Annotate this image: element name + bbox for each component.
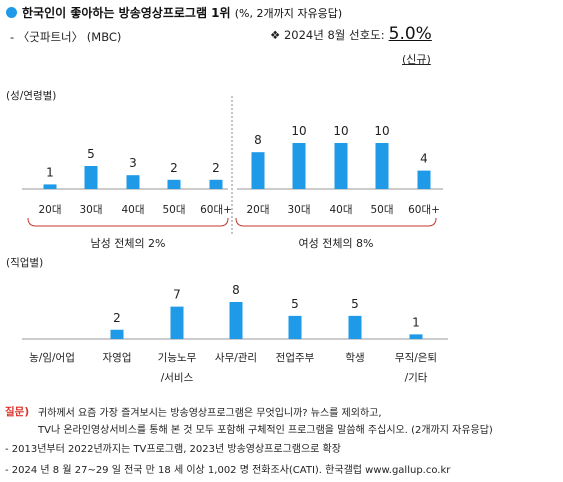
male-bar-4 — [167, 179, 181, 189]
occupation-bar-3 — [170, 306, 184, 339]
occupation-bar-2 — [110, 329, 124, 339]
male-group-label: 남성 전체의 2% — [90, 237, 165, 250]
female-value-label-5: 4 — [420, 152, 428, 166]
female-value-label-3: 10 — [333, 124, 348, 138]
male-bar-3 — [126, 175, 140, 189]
male-bar-2 — [84, 166, 98, 189]
male-value-label-3: 3 — [129, 156, 137, 170]
occupation-label-7-line1: 무직/은퇴 — [395, 352, 437, 364]
question-text-line2: TV나 온라인영상서비스를 통해 본 것 모두 포함해 구체적인 프로그램을 말… — [38, 425, 493, 436]
female-bar-5 — [417, 170, 431, 189]
subtitle: - 〈굿파트너〉 (MBC) — [10, 30, 122, 44]
male-value-label-1: 1 — [46, 165, 54, 179]
female-group-label: 여성 전체의 8% — [298, 237, 373, 250]
gender-age-axis-label: (성/연령별) — [6, 90, 57, 102]
page-title: 한국인이 좋아하는 방송영상프로그램 1위 (%, 2개까지 자유응답) — [22, 6, 343, 20]
male-bar-1 — [43, 184, 57, 189]
female-bar-1 — [251, 152, 265, 189]
occupation-value-label-2: 2 — [113, 311, 121, 325]
occupation-label-6: 학생 — [345, 352, 364, 364]
footnote-survey: - 2024 년 8 월 27~29 일 전국 만 18 세 이상 1,002 … — [5, 465, 451, 476]
male-bar-5 — [209, 179, 223, 189]
occupation-label-3-line2: /서비스 — [161, 372, 194, 384]
title-note: (%, 2개까지 자유응답) — [234, 7, 343, 20]
male-group-bracket — [27, 217, 229, 227]
female-value-label-1: 8 — [254, 133, 262, 147]
female-bar-3 — [334, 143, 348, 189]
occupation-bar-5 — [288, 315, 302, 339]
footnote-scope: - 2013년부터 2022년까지는 TV프로그램, 2023년 방송영상프로그… — [5, 444, 341, 455]
occupation-value-label-4: 8 — [232, 283, 240, 297]
female-age-label-2: 30대 — [287, 204, 310, 216]
female-age-label-1: 20대 — [246, 204, 269, 216]
question-text-line1: 귀하께서 요즘 가장 즐겨보시는 방송영상프로그램은 무엇입니까? 뉴스를 제외… — [38, 408, 382, 419]
female-age-label-3: 40대 — [329, 204, 352, 216]
chart-area: 1 20대 5 30대 3 40대 2 50대 2 60대+ 남성 전체의 2% 8 20대 10 30대 1… — [22, 96, 448, 384]
occupation-value-label-7: 1 — [412, 315, 420, 329]
preference-value: 5.0% — [388, 24, 432, 44]
female-age-label-4: 50대 — [370, 204, 393, 216]
occupation-bar-4 — [229, 302, 243, 339]
occupation-value-label-5: 5 — [291, 297, 299, 311]
title-bullet-icon — [6, 7, 17, 18]
male-age-label-2: 30대 — [79, 204, 102, 216]
occupation-label-2: 자영업 — [103, 351, 132, 364]
female-age-label-5: 60대+ — [408, 204, 440, 216]
male-value-label-4: 2 — [170, 161, 178, 175]
occupation-label-5: 전업주부 — [276, 351, 315, 364]
preference-line: ❖ 2024년 8월 선호도: 5.0% — [270, 24, 432, 44]
occupation-label-7-line2: /기타 — [405, 372, 428, 384]
occupation-value-label-3: 7 — [173, 288, 181, 302]
preference-label: ❖ 2024년 8월 선호도: — [270, 28, 385, 42]
occupation-bar-6 — [348, 315, 362, 339]
male-value-label-2: 5 — [87, 147, 95, 161]
occupation-bar-7 — [409, 334, 423, 339]
female-bar-4 — [375, 143, 389, 189]
female-group-bracket — [235, 217, 437, 227]
male-age-label-1: 20대 — [38, 204, 61, 216]
question-label: 질문) — [5, 406, 30, 418]
occupation-label-3-line1: 기능노무 — [158, 352, 197, 364]
male-age-label-5: 60대+ — [200, 204, 232, 216]
female-bar-2 — [292, 143, 306, 189]
female-value-label-2: 10 — [291, 124, 306, 138]
occupation-label-4: 사무/관리 — [215, 352, 257, 364]
occupation-label-1: 농/임/어업 — [29, 351, 75, 364]
male-age-label-4: 50대 — [162, 204, 185, 216]
male-value-label-5: 2 — [212, 161, 220, 175]
occupation-value-label-6: 5 — [351, 297, 359, 311]
male-age-label-3: 40대 — [121, 204, 144, 216]
female-value-label-4: 10 — [374, 124, 389, 138]
occupation-axis-label: (직업별) — [6, 257, 44, 269]
new-badge: (신규) — [402, 53, 431, 66]
